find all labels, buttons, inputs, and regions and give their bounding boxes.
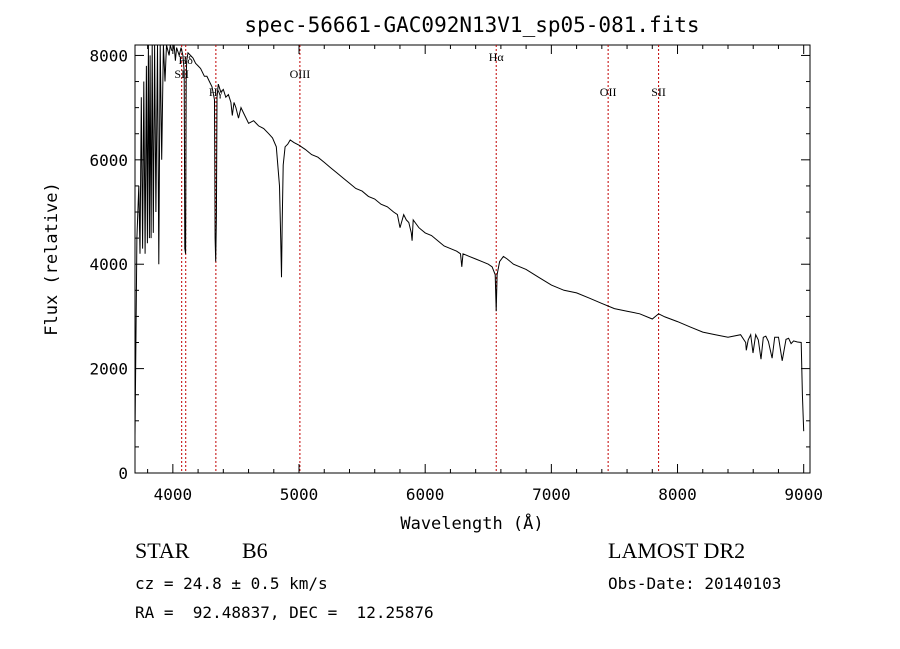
line-marker-label: SII bbox=[651, 85, 666, 99]
spectrum-line bbox=[134, 44, 805, 437]
x-tick-label: 6000 bbox=[406, 485, 445, 504]
y-tick-label: 2000 bbox=[89, 360, 128, 379]
line-marker-label: Hα bbox=[489, 50, 505, 64]
axis-ticks: 4000 5000 6000 7000 8000 9000 0 2000 4000 6000 800… bbox=[89, 45, 823, 504]
y-tick-label: 4000 bbox=[89, 255, 128, 274]
x-tick-label: 8000 bbox=[658, 485, 697, 504]
redshift-text: cz = 24.8 ± 0.5 km/s bbox=[135, 574, 328, 593]
y-tick-label: 8000 bbox=[89, 46, 128, 65]
line-marker-label: OII bbox=[600, 85, 617, 99]
object-subclass: B6 bbox=[242, 538, 268, 563]
y-tick-label: 6000 bbox=[89, 151, 128, 170]
coords-text: RA = 92.48837, DEC = 12.25876 bbox=[135, 603, 434, 622]
line-marker-label: Hδ bbox=[179, 53, 194, 67]
survey-name: LAMOST DR2 bbox=[608, 538, 746, 563]
chart-title: spec-56661-GAC092N13V1_sp05-081.fits bbox=[244, 13, 699, 37]
object-class: STAR bbox=[135, 538, 190, 563]
line-marker-label: OIII bbox=[290, 67, 311, 81]
plot-frame bbox=[134, 44, 811, 474]
x-axis-label: Wavelength (Å) bbox=[400, 512, 543, 534]
y-tick-label: 0 bbox=[118, 464, 128, 483]
x-tick-label: 5000 bbox=[280, 485, 319, 504]
x-tick-label: 7000 bbox=[532, 485, 571, 504]
y-axis-label: Flux (relative) bbox=[42, 182, 62, 336]
obs-date-text: Obs-Date: 20140103 bbox=[608, 574, 782, 593]
x-tick-label: 9000 bbox=[784, 485, 823, 504]
x-tick-label: 4000 bbox=[154, 485, 193, 504]
